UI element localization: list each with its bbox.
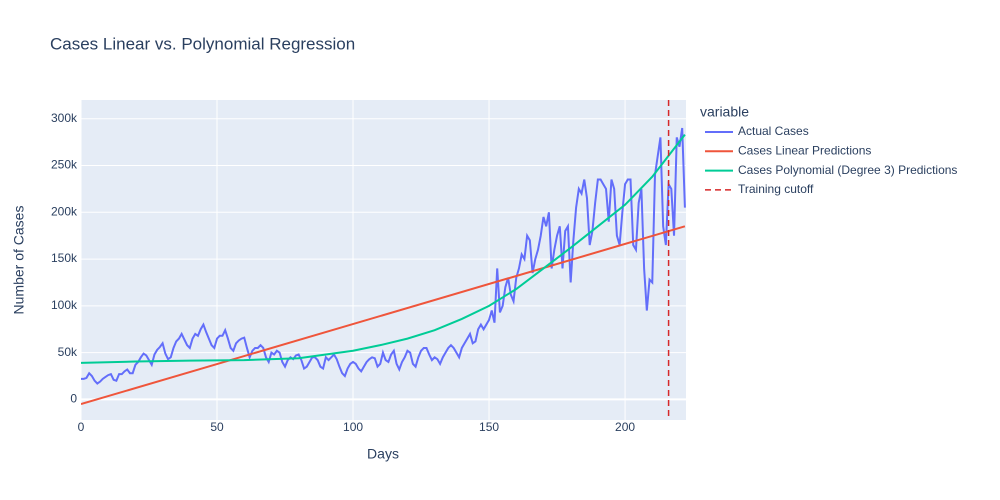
x-tick-label: 100 xyxy=(343,420,363,434)
y-tick-label: 200k xyxy=(51,204,78,218)
y-tick-label: 250k xyxy=(51,158,78,172)
series-line xyxy=(81,134,686,364)
series-line xyxy=(81,127,686,385)
legend-label: Cases Polynomial (Degree 3) Predictions xyxy=(738,163,957,177)
legend-label: Cases Linear Predictions xyxy=(738,143,871,157)
plot-area xyxy=(81,100,686,420)
series-line xyxy=(81,225,686,406)
y-tick-label: 100k xyxy=(51,298,78,312)
y-tick-label: 300k xyxy=(51,111,78,125)
legend-label: Training cutoff xyxy=(738,182,814,196)
y-tick-label: 50k xyxy=(58,345,78,359)
chart-title: Cases Linear vs. Polynomial Regression xyxy=(50,34,355,53)
legend-label: Actual Cases xyxy=(738,124,809,138)
x-tick-label: 50 xyxy=(210,420,224,434)
y-tick-label: 0 xyxy=(70,392,77,406)
x-tick-label: 200 xyxy=(615,420,635,434)
x-tick-label: 0 xyxy=(78,420,85,434)
legend-title: variable xyxy=(700,104,749,120)
x-tick-label: 150 xyxy=(479,420,499,434)
y-axis-title: Number of Cases xyxy=(11,206,27,315)
y-tick-label: 150k xyxy=(51,251,78,265)
x-axis-title: Days xyxy=(367,446,399,462)
